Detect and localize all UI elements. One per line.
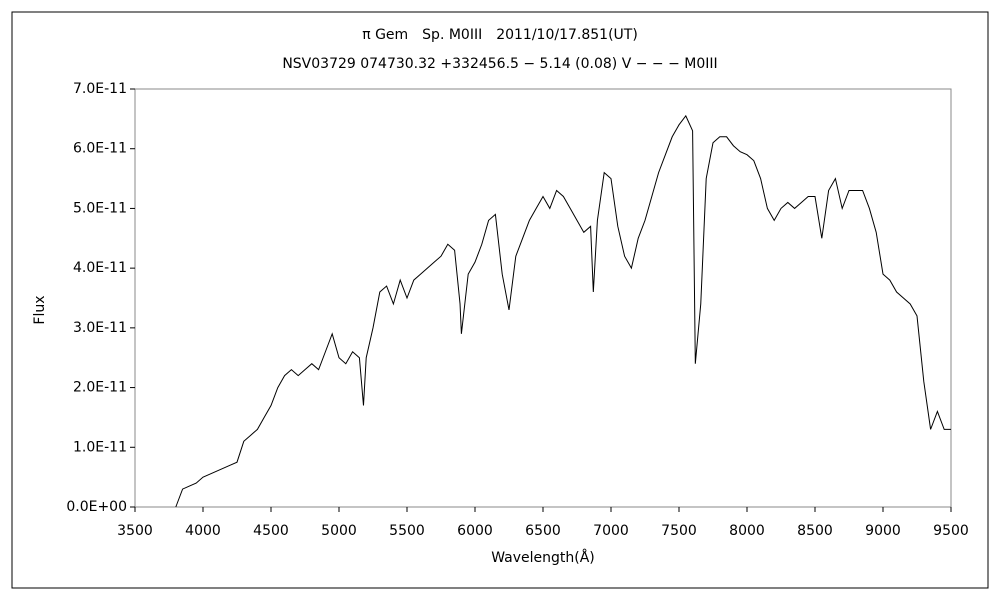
x-tick-label: 8000 bbox=[729, 523, 765, 539]
y-tick-label: 2.0E-11 bbox=[73, 380, 127, 396]
x-tick-label: 5000 bbox=[321, 523, 357, 539]
x-tick-label: 8500 bbox=[797, 523, 833, 539]
y-tick-label: 0.0E+00 bbox=[66, 499, 127, 515]
x-tick-label: 4000 bbox=[185, 523, 221, 539]
x-tick-label: 5500 bbox=[389, 523, 425, 539]
x-tick-label: 9500 bbox=[933, 523, 969, 539]
y-tick-label: 5.0E-11 bbox=[73, 200, 127, 216]
x-tick-label: 7000 bbox=[593, 523, 629, 539]
y-tick-label: 6.0E-11 bbox=[73, 141, 127, 157]
x-tick-label: 7500 bbox=[661, 523, 697, 539]
x-tick-label: 6000 bbox=[457, 523, 493, 539]
x-axis-label: Wavelength(Å) bbox=[491, 549, 595, 566]
chart-subtitle: NSV03729 074730.32 +332456.5 − 5.14 (0.0… bbox=[282, 56, 717, 72]
spectrum-line bbox=[175, 114, 951, 508]
x-tick-label: 6500 bbox=[525, 523, 561, 539]
x-tick-label: 4500 bbox=[253, 523, 289, 539]
y-tick-label: 3.0E-11 bbox=[73, 320, 127, 336]
y-tick-label: 1.0E-11 bbox=[73, 439, 127, 455]
y-tick-label: 7.0E-11 bbox=[73, 81, 127, 97]
plot-area bbox=[134, 88, 952, 508]
y-tick-label: 4.0E-11 bbox=[73, 260, 127, 276]
x-tick-label: 3500 bbox=[117, 523, 153, 539]
chart-title: π Gem Sp. M0III 2011/10/17.851(UT) bbox=[362, 27, 638, 43]
x-tick-label: 9000 bbox=[865, 523, 901, 539]
y-axis-label: Flux bbox=[32, 295, 48, 324]
